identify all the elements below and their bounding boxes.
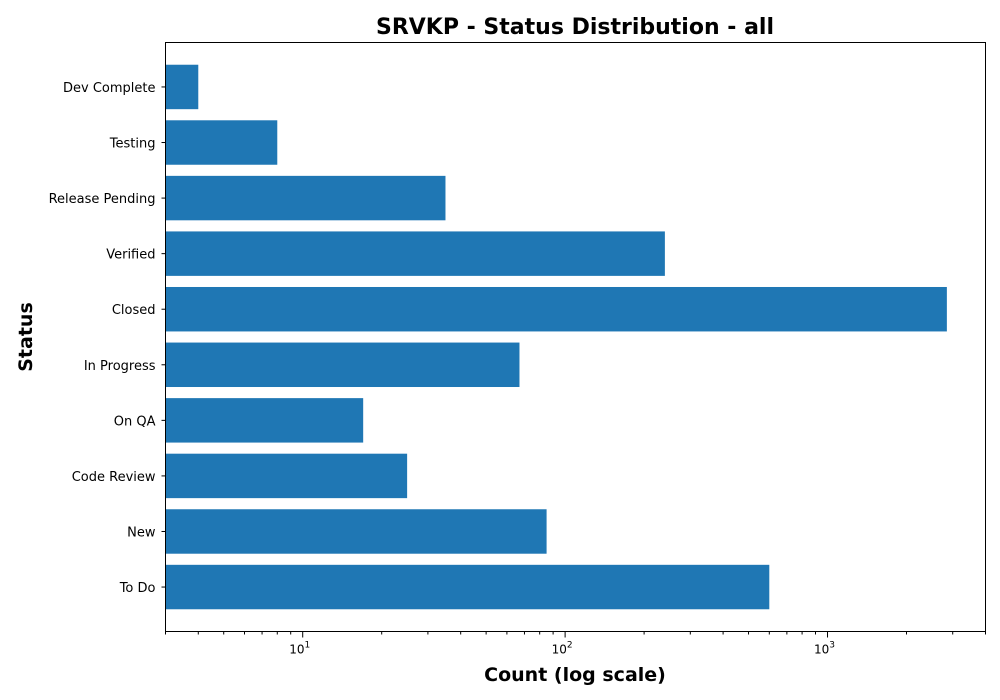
x-tick-label: 102 — [552, 641, 573, 657]
y-tick-label-new: New — [127, 525, 156, 540]
y-tick-label-to-do: To Do — [119, 581, 156, 596]
y-tick-label-testing: Testing — [109, 137, 156, 152]
bar-verified — [165, 231, 665, 276]
y-tick-label-verified: Verified — [106, 248, 155, 263]
y-tick-label-in-progress: In Progress — [84, 359, 156, 374]
y-ticks-group: To Do New Code Review On QA In Progress Close… — [49, 81, 166, 596]
bar-to-do — [165, 564, 770, 610]
y-tick-label-release-pending: Release Pending — [49, 192, 156, 207]
y-tick-label-closed: Closed — [112, 303, 156, 318]
plot-frame — [165, 42, 986, 632]
y-axis-label: Status — [15, 302, 37, 372]
bar-in-progress — [165, 342, 520, 388]
bar-testing — [165, 120, 278, 165]
bar-on-qa — [165, 398, 364, 443]
y-tick-label-dev-complete: Dev Complete — [63, 81, 156, 96]
bar-dev-complete — [165, 64, 199, 110]
x-axis-label: Count (log scale) — [484, 664, 666, 686]
x-tick-label: 103 — [814, 641, 835, 657]
bar-code-review — [165, 453, 408, 499]
y-tick-label-code-review: Code Review — [72, 470, 156, 485]
bar-release-pending — [165, 175, 446, 221]
y-tick-label-on-qa: On QA — [114, 414, 156, 429]
x-ticks-group: 101 102 103 — [165, 631, 986, 657]
x-tick-label: 101 — [289, 641, 310, 657]
chart-title: SRVKP - Status Distribution - all — [376, 15, 774, 40]
bar-new — [165, 509, 547, 554]
bar-closed — [165, 286, 947, 332]
bars-group — [165, 64, 947, 610]
